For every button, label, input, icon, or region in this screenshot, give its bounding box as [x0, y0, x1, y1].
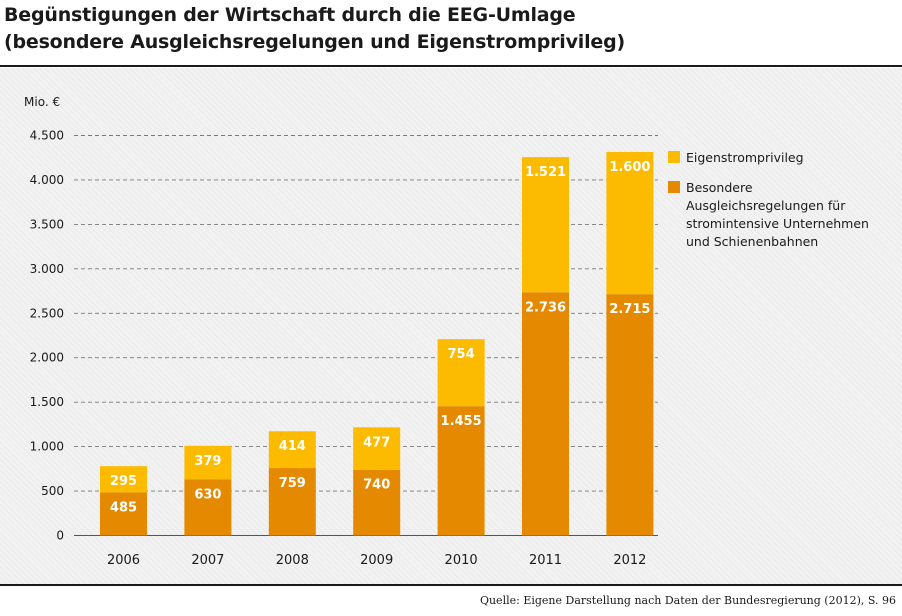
y-tick-label: 500	[41, 484, 64, 498]
legend-text-line: Besondere	[686, 180, 753, 195]
legend-text-line: stromintensive Unternehmen	[686, 216, 869, 231]
bar-value-label: 759	[279, 476, 306, 491]
chart-subtitle: (besondere Ausgleichsregelungen und Eige…	[4, 31, 625, 53]
bar-value-label: 414	[279, 439, 306, 454]
bar-labels: 485 295 630 379 759 414 740 477 1.455 754 2.736 1.5…	[110, 160, 651, 515]
legend-swatch-ausgleichsregelungen	[668, 181, 680, 193]
bar-2012-ausgleichsregelungen	[606, 294, 654, 536]
legend-text-line: Ausgleichsregelungen für	[686, 198, 846, 213]
bar-value-label: 477	[363, 435, 390, 450]
y-tick-label: 4.500	[30, 129, 64, 143]
top-rule	[0, 65, 902, 67]
bar-2010-eigenstromprivileg	[437, 339, 485, 407]
y-tick-label: 2.500	[30, 306, 64, 320]
legend-text-line: und Schienenbahnen	[686, 234, 818, 249]
chart-title: Begünstigungen der Wirtschaft durch die …	[4, 4, 576, 26]
bar-value-label: 1.455	[441, 414, 482, 429]
x-tick-label-2010: 2010	[445, 553, 478, 568]
bar-value-label: 295	[110, 474, 137, 489]
bar-2008-eigenstromprivileg	[268, 431, 316, 469]
bar-value-label: 1.521	[525, 165, 566, 180]
y-tick-label: 1.500	[30, 395, 64, 409]
legend-swatch-eigenstromprivileg	[668, 151, 680, 163]
chart-svg: Mio. € 0 500 1.000 1.500 2.000 2.500 3.000 3.50…	[24, 95, 869, 568]
chart-title-block: Begünstigungen der Wirtschaft durch die …	[4, 2, 894, 56]
bar-2011-ausgleichsregelungen	[522, 292, 569, 536]
x-tick-label-2008: 2008	[276, 553, 309, 568]
bar-value-label: 630	[194, 488, 221, 503]
bar-value-label: 754	[448, 347, 475, 362]
x-tick-label-2006: 2006	[107, 553, 140, 568]
bar-2007-eigenstromprivileg	[184, 445, 232, 480]
bar-value-label: 379	[194, 454, 221, 469]
bar-value-label: 485	[110, 500, 137, 515]
x-tick-label-2007: 2007	[191, 553, 224, 568]
bar-2010-ausgleichsregelungen	[437, 406, 485, 536]
bottom-rule	[0, 584, 902, 586]
legend: Eigenstromprivileg Besondere Ausgleichsreg…	[668, 150, 869, 249]
y-tick-label: 2.000	[30, 351, 64, 365]
bar-2006-ausgleichsregelungen	[100, 492, 147, 536]
bars	[100, 151, 654, 536]
bar-2012-eigenstromprivileg	[606, 151, 654, 295]
x-axis-labels: 2006 2007 2008 2009 2010 2011 2012	[107, 553, 646, 568]
y-tick-label: 3.500	[30, 217, 64, 231]
bar-value-label: 2.736	[525, 300, 566, 315]
legend-text-line: Eigenstromprivileg	[686, 150, 804, 165]
y-tick-label: 4.000	[30, 173, 64, 187]
x-tick-label-2009: 2009	[360, 553, 393, 568]
y-axis-ticks: 0 500 1.000 1.500 2.000 2.500 3.000 3.500 4.000 4…	[30, 129, 64, 543]
bar-2009-eigenstromprivileg	[353, 427, 401, 470]
x-tick-label-2011: 2011	[529, 553, 562, 568]
source-note: Quelle: Eigene Darstellung nach Daten de…	[479, 594, 896, 607]
bar-2007-ausgleichsregelungen	[184, 479, 232, 536]
y-tick-label: 3.000	[30, 262, 64, 276]
y-tick-label: 1.000	[30, 440, 64, 454]
bar-value-label: 2.715	[609, 302, 650, 317]
bar-2011-eigenstromprivileg	[522, 157, 569, 293]
bar-2009-ausgleichsregelungen	[353, 469, 401, 536]
y-tick-label: 0	[56, 529, 64, 543]
x-tick-label-2012: 2012	[613, 553, 646, 568]
bar-value-label: 740	[363, 478, 390, 493]
bar-2008-ausgleichsregelungen	[268, 468, 316, 536]
chart-background	[0, 68, 902, 584]
bar-2006-eigenstromprivileg	[100, 466, 147, 493]
bar-value-label: 1.600	[609, 160, 650, 175]
y-axis-unit-label: Mio. €	[24, 95, 60, 109]
